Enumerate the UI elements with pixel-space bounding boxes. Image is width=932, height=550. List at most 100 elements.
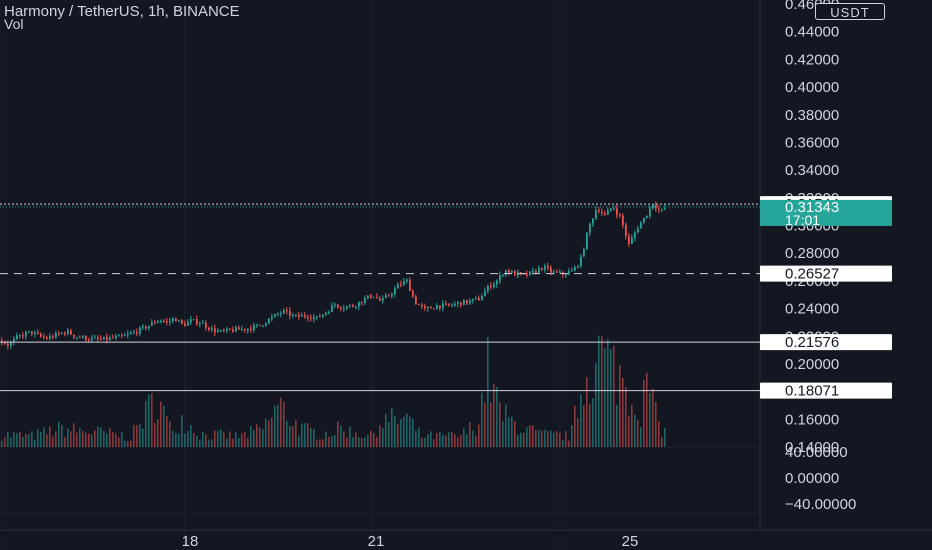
volume-bar <box>169 421 171 447</box>
candle-body <box>610 208 612 211</box>
candle-body <box>250 328 252 331</box>
volume-bar <box>583 405 585 447</box>
candle-body <box>406 279 408 282</box>
volume-bar <box>634 414 636 447</box>
candle-body <box>502 274 504 276</box>
price-tick-label: 0.34000 <box>785 162 839 179</box>
candle-body <box>37 332 39 334</box>
volume-bar <box>34 439 36 447</box>
time-axis[interactable]: 18 21 25 <box>182 533 639 550</box>
volume-bar <box>547 430 549 447</box>
volume-bar <box>592 398 594 447</box>
candle-body <box>622 215 624 225</box>
volume-bar <box>76 432 78 447</box>
candle-body <box>187 321 189 326</box>
volume-bar <box>397 423 399 447</box>
volume-bar <box>655 401 657 447</box>
volume-bar <box>181 415 183 447</box>
candle-body <box>364 298 366 303</box>
volume-bar <box>322 439 324 447</box>
candle-body <box>652 204 654 209</box>
volume-bar <box>274 405 276 447</box>
candle-body <box>346 306 348 309</box>
candle-body <box>283 310 285 313</box>
candle-body <box>277 313 279 315</box>
candle-body <box>286 310 288 312</box>
volume-bar <box>463 428 465 447</box>
candle-body <box>436 305 438 309</box>
candle-body <box>421 304 423 307</box>
candle-body <box>340 307 342 309</box>
volume-bar <box>235 431 237 447</box>
volume-bar <box>622 377 624 447</box>
volume-bar <box>70 431 72 447</box>
candle-body <box>658 208 660 210</box>
candle-body <box>214 328 216 333</box>
candle-body <box>238 327 240 330</box>
candle-body <box>400 284 402 286</box>
candle-body <box>205 322 207 328</box>
candle-body <box>526 273 528 276</box>
price-tick-label: 0.14000 <box>785 439 839 456</box>
candle-body <box>229 328 231 330</box>
candle-body <box>412 291 414 297</box>
candle-body <box>454 303 456 306</box>
candle-body <box>145 326 147 329</box>
price-axis[interactable]: 0.460000.440000.420000.400000.380000.360… <box>760 0 892 513</box>
candle-body <box>196 319 198 325</box>
bar-countdown: 17:01 <box>785 212 820 228</box>
volume-bar <box>490 402 492 447</box>
volume-bar <box>595 363 597 447</box>
candle-body <box>595 210 597 219</box>
volume-bar <box>118 437 120 447</box>
candle-body <box>199 323 201 325</box>
price-tick-label: 0.36000 <box>785 134 839 151</box>
volume-bar <box>148 394 150 447</box>
time-tick-label: 21 <box>368 533 385 550</box>
candle-body <box>643 217 645 223</box>
volume-bar <box>316 439 318 447</box>
candle-body <box>508 270 510 273</box>
candle-body <box>157 321 159 323</box>
candle-body <box>1 340 3 343</box>
volume-bar <box>328 436 330 447</box>
volume-bar <box>82 430 84 447</box>
volume-bar <box>580 394 582 447</box>
candle-body <box>631 237 633 244</box>
candle-body <box>106 336 108 340</box>
volume-bar <box>610 348 612 447</box>
volume-bar <box>664 428 666 447</box>
candle-body <box>10 342 12 346</box>
volume-bar <box>292 426 294 447</box>
candle-body <box>232 329 234 332</box>
candle-body <box>409 279 411 292</box>
candle-body <box>460 302 462 306</box>
volume-bar <box>256 424 258 447</box>
candle-body <box>121 335 123 337</box>
candle-body <box>301 315 303 317</box>
candle-body <box>115 336 117 338</box>
volume-bar <box>421 437 423 447</box>
volume-bar <box>106 433 108 447</box>
candle-body <box>547 266 549 268</box>
volume-bar <box>280 397 282 447</box>
candle-body <box>247 328 249 331</box>
volume-bar <box>502 421 504 447</box>
volume-bar <box>652 388 654 447</box>
candle-body <box>142 326 144 328</box>
volume-bar <box>472 430 474 447</box>
candle-body <box>322 314 324 317</box>
candle-body <box>442 303 444 309</box>
candle-body <box>61 332 63 334</box>
candle-body <box>379 298 381 301</box>
candle-body <box>448 303 450 306</box>
candle-body <box>109 337 111 340</box>
currency-button[interactable]: USDT <box>815 3 885 20</box>
time-tick-label: 18 <box>182 533 199 550</box>
volume-bar <box>358 437 360 447</box>
volume-bar <box>28 434 30 447</box>
candle-body <box>640 222 642 229</box>
candle-body <box>127 333 129 336</box>
candle-body <box>535 270 537 273</box>
